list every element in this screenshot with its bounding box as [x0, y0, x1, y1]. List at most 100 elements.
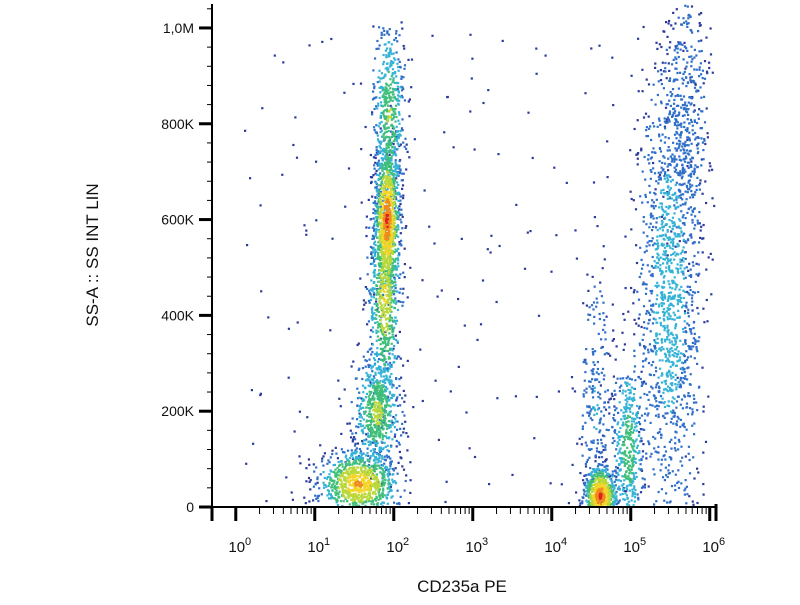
data-point: [693, 291, 697, 294]
data-point: [333, 485, 336, 488]
data-point: [382, 415, 385, 418]
data-point: [391, 286, 394, 289]
data-point: [628, 479, 631, 482]
data-point: [608, 475, 611, 478]
data-point: [402, 389, 405, 392]
data-point: [369, 449, 373, 452]
data-point: [381, 433, 384, 436]
data-point: [696, 166, 699, 169]
data-point: [381, 332, 384, 335]
data-point: [623, 453, 626, 456]
data-point: [585, 348, 588, 351]
data-point: [383, 482, 386, 485]
data-point: [324, 484, 327, 487]
data-point: [382, 76, 385, 79]
data-point: [390, 270, 393, 273]
data-point: [661, 286, 664, 289]
data-point: [677, 196, 680, 199]
data-point: [386, 151, 389, 154]
data-point: [377, 396, 380, 399]
data-point: [397, 225, 400, 228]
data-point: [642, 216, 645, 219]
data-point: [669, 246, 672, 249]
data-point: [387, 146, 390, 149]
data-point: [623, 438, 626, 441]
data-point: [259, 394, 262, 397]
data-point: [383, 92, 386, 95]
data-point: [389, 99, 392, 102]
data-point: [371, 326, 374, 329]
data-point: [372, 398, 375, 401]
data-point: [364, 301, 367, 304]
data-point: [623, 498, 626, 501]
data-point: [670, 347, 673, 350]
data-point: [384, 101, 387, 104]
data-point: [627, 437, 630, 441]
data-point: [625, 408, 628, 411]
data-point: [674, 56, 677, 59]
data-point: [378, 427, 381, 430]
data-point: [359, 420, 362, 423]
data-point: [656, 281, 659, 284]
data-point: [693, 120, 696, 123]
data-point: [640, 458, 643, 462]
data-point: [389, 397, 392, 400]
data-point: [628, 407, 632, 410]
data-point: [676, 121, 679, 124]
data-point: [379, 147, 382, 150]
data-point: [393, 127, 396, 130]
data-point: [681, 380, 684, 383]
data-point: [654, 103, 657, 106]
data-point: [617, 435, 620, 438]
data-point: [699, 236, 702, 239]
data-point: [373, 451, 376, 454]
data-point: [388, 94, 391, 97]
data-point: [384, 481, 387, 484]
data-point: [358, 504, 361, 507]
data-point: [635, 475, 638, 479]
data-point: [375, 354, 379, 357]
data-point: [665, 77, 668, 80]
data-point: [686, 138, 689, 142]
data-point: [686, 118, 689, 121]
data-point: [394, 132, 397, 135]
data-point: [250, 389, 253, 392]
data-point: [378, 273, 381, 276]
data-point: [398, 167, 401, 170]
data-point: [672, 362, 675, 365]
data-point: [679, 299, 682, 302]
data-point: [598, 312, 601, 316]
data-point: [679, 386, 682, 389]
data-point: [608, 486, 611, 490]
data-point: [673, 221, 676, 224]
data-point: [663, 275, 666, 278]
data-point: [698, 108, 701, 111]
data-point: [703, 95, 706, 98]
data-point: [380, 162, 383, 165]
data-point: [595, 371, 598, 374]
data-point: [675, 61, 678, 64]
data-point: [369, 428, 372, 431]
data-point: [674, 327, 677, 330]
data-point: [385, 102, 388, 105]
data-point: [633, 460, 636, 463]
data-point: [396, 85, 399, 88]
data-point: [403, 414, 406, 417]
data-point: [390, 483, 393, 487]
data-point: [688, 188, 691, 191]
data-point: [606, 176, 609, 179]
data-point: [686, 311, 690, 315]
data-point: [690, 60, 693, 63]
data-point: [371, 499, 374, 502]
data-point: [604, 470, 607, 473]
data-point: [680, 361, 684, 364]
data-point: [667, 178, 670, 181]
data-point: [636, 157, 639, 160]
data-point: [573, 390, 577, 393]
data-point: [388, 141, 391, 144]
data-point: [697, 274, 700, 277]
data-point: [387, 126, 390, 129]
data-point: [684, 377, 687, 380]
data-point: [667, 118, 671, 121]
data-point: [677, 225, 680, 228]
